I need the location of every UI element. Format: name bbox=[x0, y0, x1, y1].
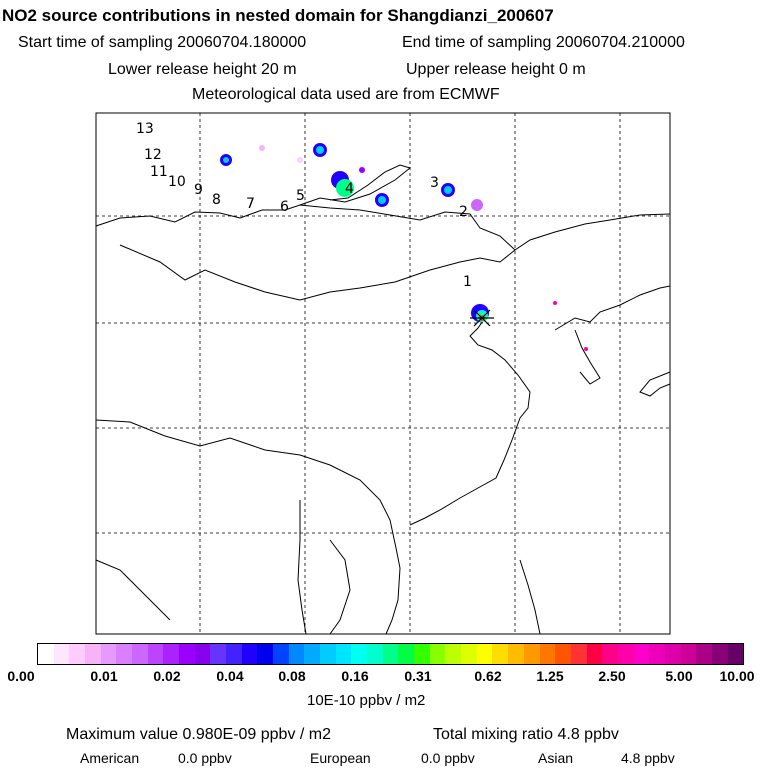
scale-tick: 0.62 bbox=[474, 668, 502, 684]
traj-label: 1 bbox=[463, 274, 472, 290]
color-scale-segment bbox=[257, 644, 274, 664]
scale-tick: 0.02 bbox=[153, 668, 181, 684]
color-scale-segment bbox=[570, 644, 587, 664]
traj-label: 8 bbox=[212, 192, 221, 208]
color-scale-segment bbox=[476, 644, 493, 664]
color-scale-segment bbox=[116, 644, 133, 664]
color-scale-segment bbox=[351, 644, 368, 664]
traj-label: 6 bbox=[280, 199, 289, 215]
map-panel: 1 2 3 4 5 6 7 8 9 10 11 12 13 bbox=[95, 112, 671, 635]
color-scale-segment bbox=[398, 644, 415, 664]
color-scale-segment bbox=[38, 644, 54, 664]
american-label: American bbox=[80, 750, 140, 766]
scale-tick: 1.25 bbox=[536, 668, 564, 684]
lat-lon-grid bbox=[96, 113, 670, 634]
color-scale-segment bbox=[210, 644, 227, 664]
color-scale-segment bbox=[320, 644, 336, 664]
color-scale-segment bbox=[586, 644, 603, 664]
color-scale-segment bbox=[132, 644, 148, 664]
european-value: 0.0 ppbv bbox=[421, 750, 475, 766]
color-scale-segment bbox=[69, 644, 86, 664]
color-scale-segment bbox=[492, 644, 509, 664]
color-scale-segment bbox=[241, 644, 258, 664]
color-scale-segment bbox=[273, 644, 289, 664]
traj-label: 2 bbox=[459, 204, 468, 220]
color-scale-segment bbox=[539, 644, 556, 664]
color-scale-segment bbox=[429, 644, 446, 664]
scale-tick: 0.04 bbox=[216, 668, 244, 684]
color-scale-segment bbox=[696, 644, 712, 664]
trajectory-labels: 1 2 3 4 5 6 7 8 9 10 11 12 13 bbox=[136, 121, 472, 290]
traj-label: 4 bbox=[345, 181, 354, 197]
scale-tick: 0.01 bbox=[90, 668, 118, 684]
scale-tick: 0.16 bbox=[341, 668, 369, 684]
color-scale-segment bbox=[147, 644, 164, 664]
scale-tick: 0.08 bbox=[278, 668, 306, 684]
color-scale-segment bbox=[633, 644, 650, 664]
traj-label: 9 bbox=[194, 182, 203, 198]
map-frame bbox=[95, 112, 671, 635]
color-scale-segment bbox=[617, 644, 634, 664]
traj-label: 7 bbox=[246, 196, 255, 212]
lower-release-height: Lower release height 20 m bbox=[108, 61, 297, 78]
coastlines-borders bbox=[95, 164, 671, 635]
color-scale-segment bbox=[508, 644, 524, 664]
color-scale-segment bbox=[163, 644, 180, 664]
traj-label: 5 bbox=[296, 188, 305, 204]
color-scale-segment bbox=[53, 644, 70, 664]
scale-tick: 5.00 bbox=[665, 668, 693, 684]
color-scale-segment bbox=[664, 644, 681, 664]
concentration-field bbox=[220, 143, 588, 351]
color-scale-bar bbox=[37, 643, 744, 665]
color-scale-segment bbox=[711, 644, 728, 664]
asian-value: 4.8 ppbv bbox=[621, 750, 675, 766]
color-scale-segment bbox=[382, 644, 399, 664]
color-scale-segment bbox=[461, 644, 477, 664]
color-scale-segment bbox=[288, 644, 305, 664]
color-scale-segment bbox=[445, 644, 462, 664]
color-scale-segment bbox=[85, 644, 101, 664]
page-title: NO2 source contributions in nested domai… bbox=[2, 6, 554, 25]
color-scale-segment bbox=[304, 644, 321, 664]
color-scale-segment bbox=[680, 644, 697, 664]
american-value: 0.0 ppbv bbox=[178, 750, 232, 766]
receptor-marker bbox=[470, 309, 494, 327]
max-value: Maximum value 0.980E-09 ppbv / m2 bbox=[66, 726, 332, 743]
end-time: End time of sampling 20060704.210000 bbox=[402, 34, 685, 51]
european-label: European bbox=[310, 750, 371, 766]
color-scale-segment bbox=[179, 644, 195, 664]
color-scale-segment bbox=[335, 644, 352, 664]
traj-label: 13 bbox=[136, 121, 154, 137]
color-scale-segment bbox=[649, 644, 665, 664]
met-data-source: Meteorological data used are from ECMWF bbox=[192, 86, 500, 103]
color-scale-segment bbox=[727, 644, 744, 664]
traj-label: 3 bbox=[430, 175, 439, 191]
total-mixing-ratio: Total mixing ratio 4.8 ppbv bbox=[433, 726, 619, 743]
start-time: Start time of sampling 20060704.180000 bbox=[18, 34, 307, 51]
scale-tick: 0.00 bbox=[7, 668, 35, 684]
color-scale-segment bbox=[602, 644, 618, 664]
traj-label: 12 bbox=[144, 147, 162, 163]
color-scale-segment bbox=[100, 644, 117, 664]
scale-unit: 10E-10 ppbv / m2 bbox=[307, 692, 426, 709]
traj-label: 10 bbox=[168, 174, 186, 190]
upper-release-height: Upper release height 0 m bbox=[406, 61, 586, 78]
color-scale-segment bbox=[414, 644, 430, 664]
color-scale-segment bbox=[226, 644, 242, 664]
color-scale-segment bbox=[367, 644, 383, 664]
scale-tick: 2.50 bbox=[598, 668, 626, 684]
color-scale-segment bbox=[523, 644, 540, 664]
color-scale-segment bbox=[555, 644, 571, 664]
color-scale-segment bbox=[194, 644, 211, 664]
traj-label: 11 bbox=[150, 164, 168, 180]
scale-tick: 10.00 bbox=[719, 668, 755, 684]
asian-label: Asian bbox=[538, 750, 574, 766]
scale-tick: 0.31 bbox=[404, 668, 432, 684]
